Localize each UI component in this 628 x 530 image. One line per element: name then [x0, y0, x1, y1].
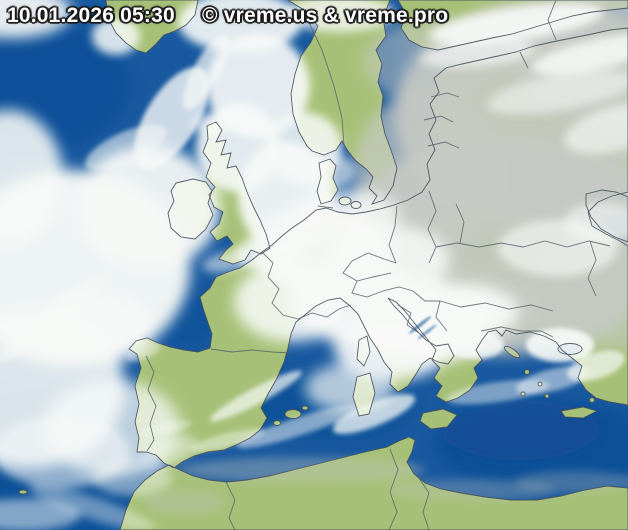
country-borders-layer	[145, 0, 611, 530]
cloud-atlantic-storm	[0, 0, 229, 530]
cloud-central-europe	[234, 190, 519, 412]
cloud-mediterranean-wisps	[125, 328, 625, 452]
cloud-northeast-streaks	[420, 3, 628, 276]
copyright-label: © vreme.us & vreme.pro	[202, 4, 449, 27]
cloud-africa-haze	[143, 457, 628, 515]
timestamp-label: 10.01.2026 05:30	[7, 4, 175, 27]
